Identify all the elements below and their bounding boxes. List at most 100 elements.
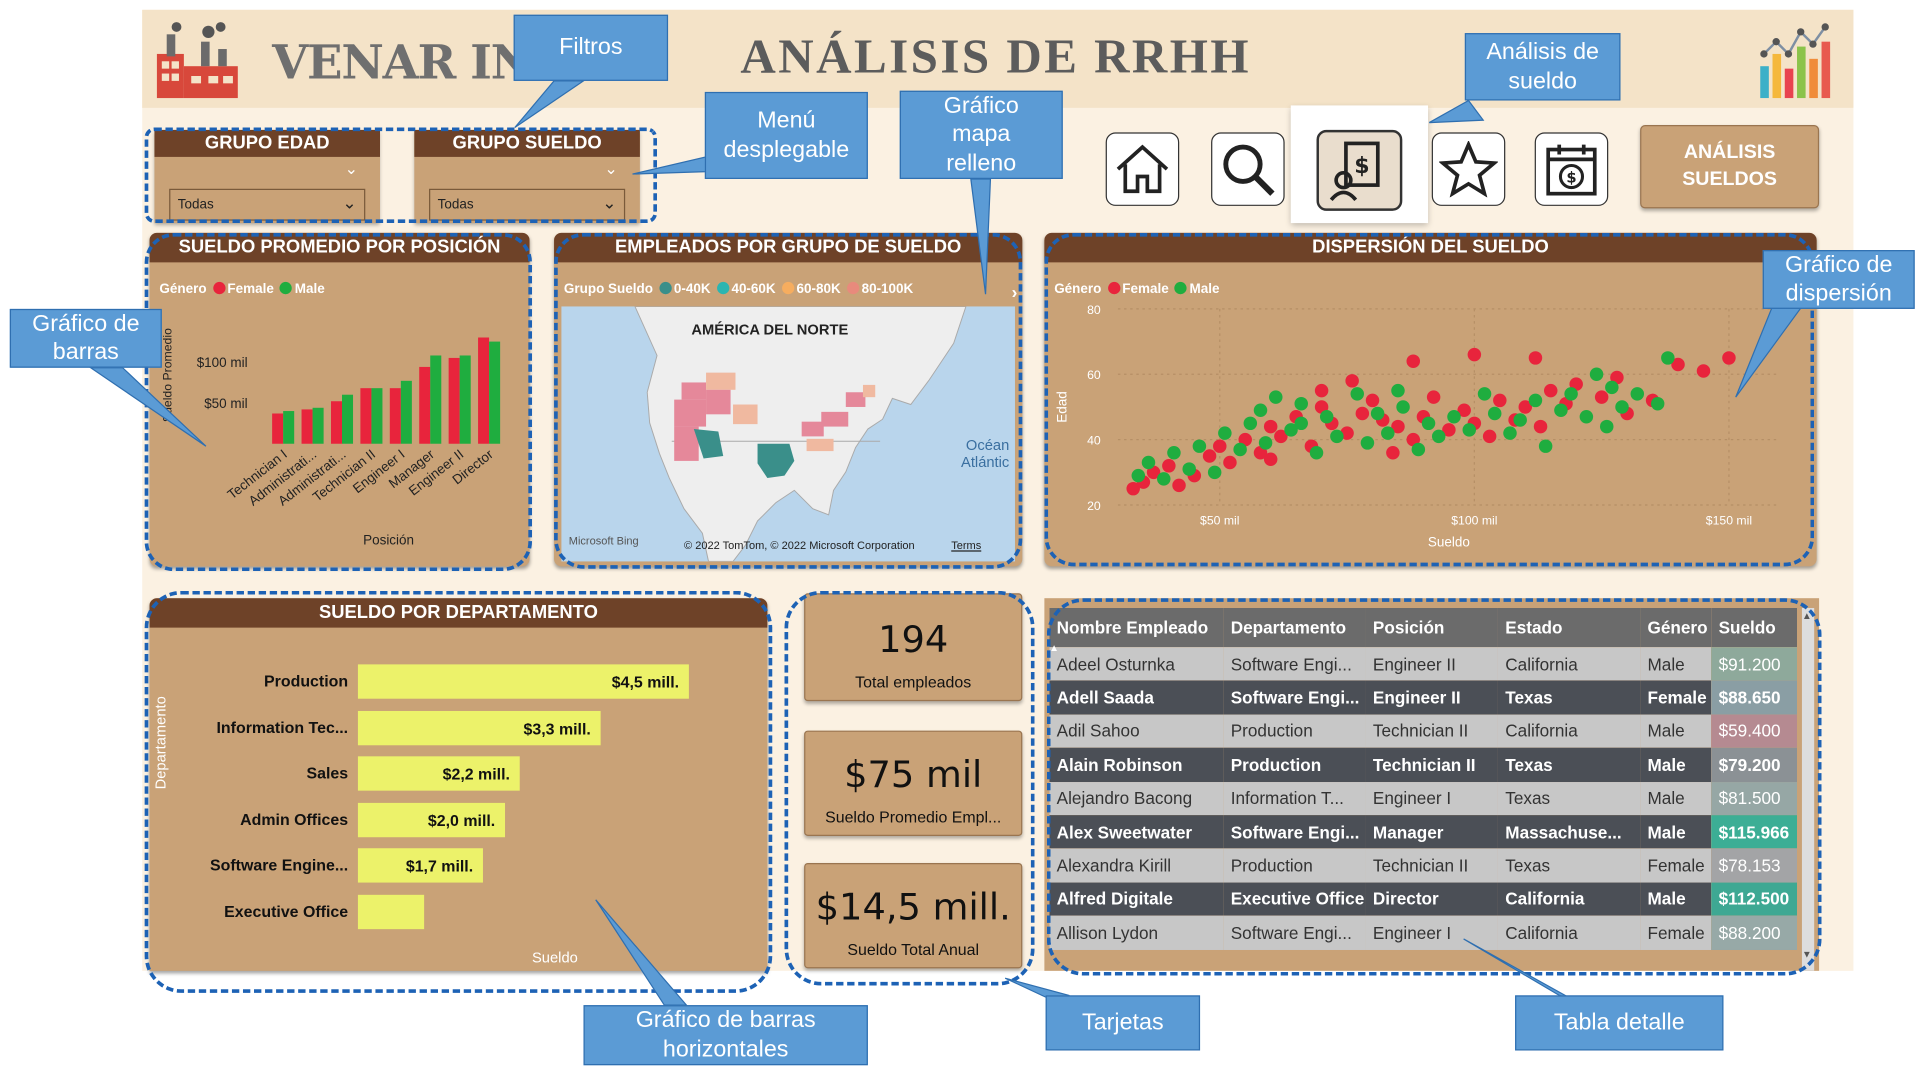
scatter-point-male[interactable] xyxy=(1360,436,1375,450)
scatter-point-male[interactable] xyxy=(1538,439,1553,453)
employee-detail-table[interactable]: Nombre Empleado Departamento Posición Estad… xyxy=(1044,598,1820,971)
scatter-point-male[interactable] xyxy=(1141,455,1156,470)
table-row[interactable]: Alain Robinson Production Technician II Tex… xyxy=(1049,747,1798,782)
scatter-point-male[interactable] xyxy=(1564,387,1578,401)
hbar-bar[interactable] xyxy=(357,756,520,791)
scatter-point-male[interactable] xyxy=(1309,445,1324,460)
scatter-point-male[interactable] xyxy=(1477,387,1492,401)
nav-payroll-button[interactable]: $ xyxy=(1534,132,1609,206)
bar-female[interactable] xyxy=(301,409,313,444)
hbar-bar[interactable] xyxy=(357,802,506,837)
bar-male[interactable] xyxy=(400,380,412,444)
scatter-point-female[interactable] xyxy=(1340,426,1354,440)
scatter-point-male[interactable] xyxy=(1233,442,1247,457)
scatter-point-female[interactable] xyxy=(1518,400,1533,414)
scatter-point-female[interactable] xyxy=(1386,445,1400,460)
scatter-point-male[interactable] xyxy=(1294,416,1308,431)
scatter-point-female[interactable] xyxy=(1594,390,1609,404)
scatter-point-female[interactable] xyxy=(1355,406,1370,421)
scatter-point-female[interactable] xyxy=(1406,354,1420,368)
filled-map[interactable]: AMÉRICA DEL NORTE Océan Atlántic Microso… xyxy=(561,306,1015,562)
scatter-point-female[interactable] xyxy=(1263,419,1278,434)
scatter-point-male[interactable] xyxy=(1396,400,1410,414)
scatter-point-female[interactable] xyxy=(1533,419,1548,434)
scatter-point-male[interactable] xyxy=(1294,396,1308,411)
scatter-point-male[interactable] xyxy=(1589,367,1604,382)
scatter-point-male[interactable] xyxy=(1253,403,1268,417)
scatter-point-male[interactable] xyxy=(1599,419,1614,434)
hbar-bar[interactable] xyxy=(357,710,601,745)
scatter-point-female[interactable] xyxy=(1365,393,1380,408)
scatter-point-female[interactable] xyxy=(1671,357,1685,372)
scatter-point-male[interactable] xyxy=(1192,439,1207,453)
scatter-point-male[interactable] xyxy=(1269,390,1283,404)
scroll-down-icon[interactable]: ▼ xyxy=(1802,948,1812,960)
scatter-point-male[interactable] xyxy=(1421,416,1436,431)
scatter-point-male[interactable] xyxy=(1447,410,1461,424)
scatter-point-female[interactable] xyxy=(1722,351,1736,365)
nav-home-button[interactable] xyxy=(1105,132,1180,206)
scatter-point-male[interactable] xyxy=(1431,429,1446,444)
scatter-point-female[interactable] xyxy=(1467,347,1482,362)
bar-male[interactable] xyxy=(489,341,501,444)
scatter-point-female[interactable] xyxy=(1493,393,1507,408)
scatter-point-male[interactable] xyxy=(1218,426,1232,440)
scatter-point-male[interactable] xyxy=(1319,410,1334,424)
chevron-down-icon[interactable]: ⌄ xyxy=(604,159,618,178)
scatter-point-male[interactable] xyxy=(1381,426,1395,440)
scroll-up-icon[interactable]: ▲ xyxy=(1802,610,1812,622)
table-scrollbar[interactable] xyxy=(1801,607,1815,971)
legend-next-icon[interactable]: › xyxy=(1011,281,1018,302)
bar-male[interactable] xyxy=(283,411,295,444)
scatter-point-female[interactable] xyxy=(1442,423,1456,437)
bar-male[interactable] xyxy=(459,355,471,444)
scatter-point-male[interactable] xyxy=(1207,465,1222,480)
bar-male[interactable] xyxy=(430,355,442,444)
scatter-point-male[interactable] xyxy=(1554,403,1568,417)
scatter-point-female[interactable] xyxy=(1482,429,1497,444)
hbar-bar[interactable] xyxy=(357,894,425,929)
table-row[interactable]: Alejandro Bacong Information T... Engineer… xyxy=(1049,781,1798,816)
bar-female[interactable] xyxy=(478,337,490,444)
bar-female[interactable] xyxy=(448,357,460,444)
scatter-point-female[interactable] xyxy=(1223,455,1237,470)
scatter-point-female[interactable] xyxy=(1528,351,1543,365)
scatter-point-female[interactable] xyxy=(1345,374,1359,388)
table-header-cell[interactable]: Departamento xyxy=(1223,607,1366,648)
scatter-point-female[interactable] xyxy=(1274,429,1288,444)
bar-female[interactable] xyxy=(389,388,401,444)
table-row[interactable]: Adil Sahoo Production Technician II Califor… xyxy=(1049,714,1798,748)
table-header-cell[interactable]: Nombre Empleado xyxy=(1049,607,1224,648)
bar-male[interactable] xyxy=(341,394,354,444)
scatter-point-female[interactable] xyxy=(1213,439,1227,453)
chevron-down-icon[interactable]: ⌄ xyxy=(344,159,358,178)
scatter-point-female[interactable] xyxy=(1172,478,1186,493)
scatter-point-female[interactable] xyxy=(1543,383,1558,398)
scatter-point-male[interactable] xyxy=(1157,472,1171,486)
scatter-point-male[interactable] xyxy=(1370,406,1385,421)
bar-male[interactable] xyxy=(371,388,383,444)
hbar-bar[interactable] xyxy=(357,848,483,883)
scatter-point-female[interactable] xyxy=(1314,383,1329,398)
scatter-point-male[interactable] xyxy=(1605,380,1619,395)
scatter-point-male[interactable] xyxy=(1411,442,1426,457)
scatter-point-male[interactable] xyxy=(1661,351,1675,365)
scatter-point-female[interactable] xyxy=(1263,452,1278,467)
scatter-point-male[interactable] xyxy=(1487,406,1502,421)
bar-female[interactable] xyxy=(360,388,372,444)
table-header-cell[interactable]: Sueldo xyxy=(1711,607,1798,648)
scatter-point-male[interactable] xyxy=(1528,393,1543,408)
table-row[interactable]: Adeel Osturnka Software Engi... Engineer I… xyxy=(1049,647,1798,681)
sort-ascending-icon[interactable]: ▲ xyxy=(1049,642,1059,654)
scatter-point-male[interactable] xyxy=(1258,436,1273,450)
nav-salary-analysis-button[interactable]: $ xyxy=(1316,129,1403,211)
hbar-bar[interactable] xyxy=(357,664,689,699)
scatter-point-male[interactable] xyxy=(1330,429,1344,444)
scatter-point-male[interactable] xyxy=(1284,423,1298,437)
nav-favorites-button[interactable] xyxy=(1431,132,1506,206)
scatter-point-female[interactable] xyxy=(1391,419,1405,434)
bar-male[interactable] xyxy=(312,407,324,444)
map-terms-link[interactable]: Terms xyxy=(951,539,982,552)
scatter-point-male[interactable] xyxy=(1503,426,1517,440)
